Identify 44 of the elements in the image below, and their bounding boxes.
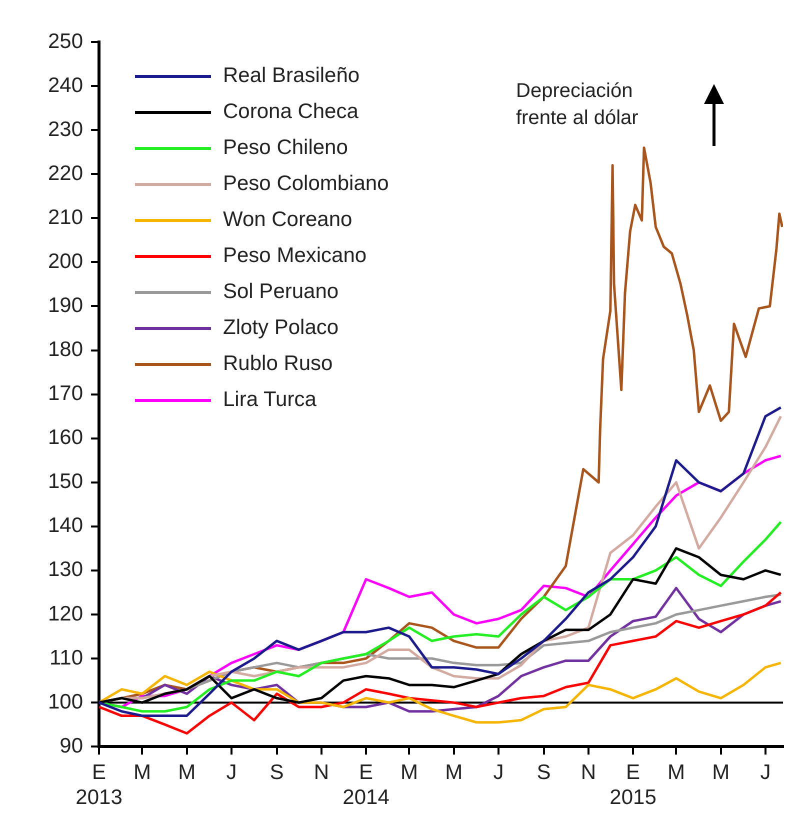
x-tick-label: M xyxy=(133,760,151,784)
y-tick-label: 200 xyxy=(48,250,84,273)
y-tick-label: 160 xyxy=(48,426,84,450)
x-tick-label: J xyxy=(226,760,237,784)
y-tick-label: 250 xyxy=(48,30,84,53)
x-tick-label: S xyxy=(536,760,551,784)
y-tick-label: 130 xyxy=(48,558,84,582)
x-tick-label: E 2013 xyxy=(76,760,122,810)
x-tick-label: M xyxy=(445,760,463,784)
x-tick-label: M xyxy=(712,760,730,784)
y-tick-label: 140 xyxy=(48,514,84,538)
x-tick-label: M xyxy=(667,760,685,784)
x-tick-label: M xyxy=(178,760,196,784)
legend-label: Sol Peruano xyxy=(223,280,339,304)
legend-label: Won Coreano xyxy=(223,208,352,232)
y-tick-label: 90 xyxy=(60,734,84,758)
legend-label: Peso Colombiano xyxy=(223,172,389,196)
x-tick-label: S xyxy=(270,760,284,784)
x-tick-label: N xyxy=(580,760,596,784)
legend-label: Lira Turca xyxy=(223,388,316,412)
x-tick-label: E 2015 xyxy=(610,760,656,810)
y-tick-label: 210 xyxy=(48,206,84,229)
y-tick-label: 180 xyxy=(48,338,84,362)
y-tick-label: 230 xyxy=(48,118,84,141)
x-tick-label: M xyxy=(400,760,418,784)
legend-label: Zloty Polaco xyxy=(223,316,339,340)
y-tick-label: 120 xyxy=(48,602,84,626)
x-tick-label: J xyxy=(493,760,504,784)
y-tick-label: 220 xyxy=(48,162,84,185)
legend-label: Real Brasileño xyxy=(223,64,360,88)
y-tick-label: 110 xyxy=(50,646,84,670)
y-tick-label: 240 xyxy=(48,74,84,97)
legend-label: Peso Chileno xyxy=(223,136,348,160)
annotation: Depreciación frente al dólar xyxy=(516,79,640,131)
y-tick-label: 150 xyxy=(48,470,84,494)
legend-label: Peso Mexicano xyxy=(223,244,367,268)
y-tick-label: 170 xyxy=(48,382,84,406)
legend-label: Rublo Ruso xyxy=(223,352,333,376)
x-tick-label: J xyxy=(760,760,771,784)
x-tick-label: E 2014 xyxy=(342,760,390,810)
y-tick-label: 100 xyxy=(48,690,84,714)
y-tick-label: 190 xyxy=(48,294,84,318)
legend-label: Corona Checa xyxy=(223,100,358,124)
x-tick-label: N xyxy=(314,760,330,784)
